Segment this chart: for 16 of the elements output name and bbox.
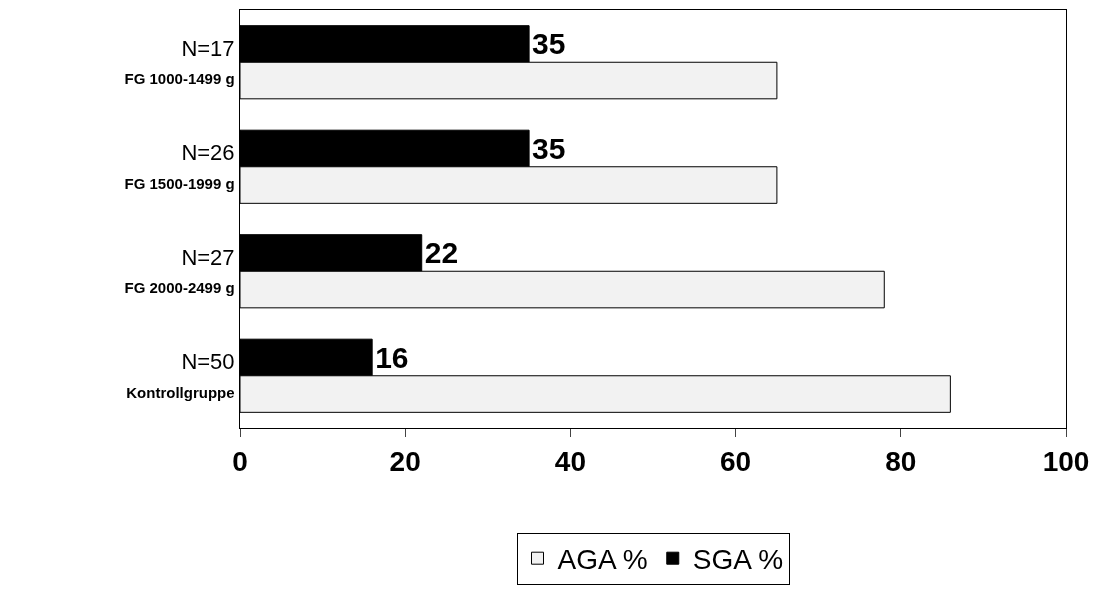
- data-label: 22: [424, 236, 459, 270]
- x-tick-label: 40: [554, 445, 586, 477]
- x-tick-label: 20: [389, 445, 421, 477]
- data-label: 35: [532, 131, 566, 165]
- y-tick-label: N=27 FG 2000-2499 g: [124, 244, 235, 297]
- y-tick-label: N=26 FG 1500-1999 g: [124, 140, 235, 192]
- x-tick-label: 60: [720, 445, 752, 477]
- x-tick-label: 0: [232, 445, 248, 477]
- y-tick-label: N=17 FG 1000-1499 g: [124, 35, 235, 88]
- y-tick-label: N=50 Kontrollgruppe: [126, 349, 235, 401]
- legend-label: SGA %: [692, 544, 784, 576]
- x-tick-label: 100: [1042, 445, 1090, 477]
- data-label: 16: [375, 340, 409, 374]
- data-label: 35: [532, 27, 566, 61]
- legend-label: AGA %: [557, 544, 648, 576]
- x-tick-label: 80: [885, 445, 917, 477]
